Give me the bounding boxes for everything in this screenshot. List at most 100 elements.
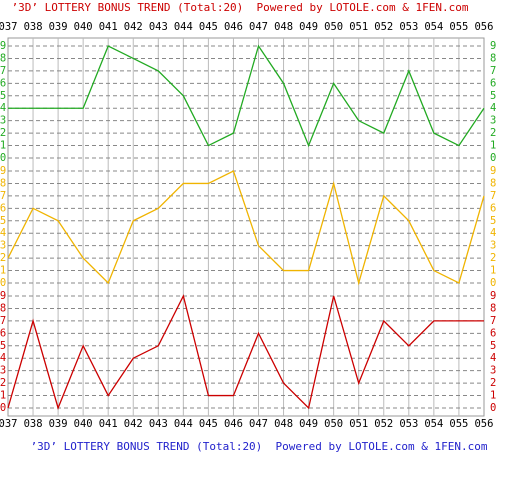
x-tick-label-bottom: 040 <box>74 418 93 430</box>
y-tick-label-right: 7 <box>490 315 496 327</box>
y-tick-label-left: 8 <box>0 177 6 189</box>
x-tick-label-bottom: 048 <box>274 418 293 430</box>
trend-line <box>7 170 485 286</box>
x-tick-label-bottom: 051 <box>349 418 368 430</box>
y-tick-label-right: 0 <box>490 402 496 414</box>
x-tick-label-top: 040 <box>74 21 93 33</box>
x-tick-label-top: 052 <box>374 21 393 33</box>
y-tick-label-left: 5 <box>0 215 6 227</box>
y-tick-label-left: 9 <box>0 290 6 302</box>
x-tick-label-bottom: 044 <box>174 418 193 430</box>
x-tick-label-top: 045 <box>199 21 218 33</box>
x-tick-label-bottom: 041 <box>99 418 118 430</box>
y-tick-label-left: 7 <box>0 65 6 77</box>
plot-frame <box>7 37 485 417</box>
y-tick-label-right: 2 <box>490 252 496 264</box>
y-tick-label-left: 0 <box>0 152 6 164</box>
x-tick-label-bottom: 045 <box>199 418 218 430</box>
y-tick-label-left: 0 <box>0 402 6 414</box>
chart-footer-title: ’3D’ LOTTERY BONUS TREND (Total:20) Powe… <box>31 440 488 453</box>
y-tick-label-left: 7 <box>0 190 6 202</box>
x-tick-label-bottom: 055 <box>449 418 468 430</box>
y-tick-label-left: 2 <box>0 377 6 389</box>
y-tick-label-right: 9 <box>490 290 496 302</box>
y-tick-label-right: 6 <box>490 327 496 339</box>
trend-line <box>8 44 485 148</box>
y-tick-label-left: 1 <box>0 265 6 277</box>
y-tick-label-right: 3 <box>490 240 496 252</box>
x-tick-label-top: 043 <box>149 21 168 33</box>
y-tick-label-right: 7 <box>490 190 496 202</box>
x-tick-label-bottom: 043 <box>149 418 168 430</box>
y-tick-label-right: 3 <box>490 365 496 377</box>
y-tick-label-right: 5 <box>490 340 496 352</box>
x-tick-label-bottom: 039 <box>49 418 68 430</box>
y-tick-label-right: 6 <box>490 202 496 214</box>
y-tick-label-left: 8 <box>0 302 6 314</box>
x-tick-label-top: 049 <box>299 21 318 33</box>
y-tick-label-left: 5 <box>0 90 6 102</box>
y-tick-label-right: 9 <box>490 40 496 52</box>
y-tick-label-right: 2 <box>490 127 496 139</box>
y-tick-label-right: 6 <box>490 77 496 89</box>
y-tick-label-left: 6 <box>0 327 6 339</box>
y-tick-label-left: 3 <box>0 115 6 127</box>
y-tick-label-left: 9 <box>0 165 6 177</box>
y-tick-label-right: 1 <box>490 390 496 402</box>
y-tick-label-left: 4 <box>0 102 6 114</box>
x-tick-label-bottom: 038 <box>24 418 43 430</box>
y-tick-label-right: 8 <box>490 52 496 64</box>
y-tick-label-left: 1 <box>0 140 6 152</box>
x-tick-label-bottom: 052 <box>374 418 393 430</box>
y-tick-label-right: 5 <box>490 90 496 102</box>
x-tick-label-bottom: 047 <box>249 418 268 430</box>
y-tick-label-left: 2 <box>0 252 6 264</box>
y-tick-label-left: 7 <box>0 315 6 327</box>
y-tick-label-left: 0 <box>0 277 6 289</box>
y-tick-label-left: 3 <box>0 365 6 377</box>
x-tick-label-top: 038 <box>24 21 43 33</box>
x-tick-label-bottom: 037 <box>0 418 17 430</box>
y-tick-label-left: 1 <box>0 390 6 402</box>
y-tick-label-right: 3 <box>490 115 496 127</box>
x-tick-label-top: 048 <box>274 21 293 33</box>
y-tick-label-left: 3 <box>0 240 6 252</box>
x-tick-label-top: 050 <box>324 21 343 33</box>
x-tick-label-top: 039 <box>49 21 68 33</box>
x-tick-label-top: 055 <box>449 21 468 33</box>
x-tick-label-bottom: 053 <box>399 418 418 430</box>
y-tick-label-right: 1 <box>490 140 496 152</box>
y-tick-label-left: 4 <box>0 352 6 364</box>
y-tick-label-right: 1 <box>490 265 496 277</box>
x-tick-label-top: 037 <box>0 21 17 33</box>
y-tick-label-right: 0 <box>490 152 496 164</box>
x-tick-label-top: 051 <box>349 21 368 33</box>
y-tick-label-left: 4 <box>0 227 6 239</box>
x-tick-label-top: 046 <box>224 21 243 33</box>
trend-line <box>7 294 484 410</box>
y-tick-label-right: 4 <box>490 352 496 364</box>
y-tick-label-right: 8 <box>490 302 496 314</box>
y-tick-label-left: 9 <box>0 40 6 52</box>
y-tick-label-left: 8 <box>0 52 6 64</box>
y-tick-label-left: 6 <box>0 202 6 214</box>
x-tick-label-top: 041 <box>99 21 118 33</box>
x-tick-label-top: 054 <box>424 21 443 33</box>
x-tick-label-bottom: 042 <box>124 418 143 430</box>
y-tick-label-right: 8 <box>490 177 496 189</box>
x-tick-label-top: 053 <box>399 21 418 33</box>
y-tick-label-left: 5 <box>0 340 6 352</box>
y-tick-label-right: 4 <box>490 102 496 114</box>
x-tick-label-top: 047 <box>249 21 268 33</box>
x-tick-label-bottom: 056 <box>474 418 493 430</box>
chart-title: ’3D’ LOTTERY BONUS TREND (Total:20) Powe… <box>12 1 469 14</box>
y-tick-label-right: 7 <box>490 65 496 77</box>
x-tick-label-top: 042 <box>124 21 143 33</box>
y-tick-label-right: 0 <box>490 277 496 289</box>
y-tick-label-right: 5 <box>490 215 496 227</box>
y-tick-label-left: 6 <box>0 77 6 89</box>
y-tick-label-right: 9 <box>490 165 496 177</box>
x-tick-label-top: 044 <box>174 21 193 33</box>
x-tick-label-bottom: 049 <box>299 418 318 430</box>
